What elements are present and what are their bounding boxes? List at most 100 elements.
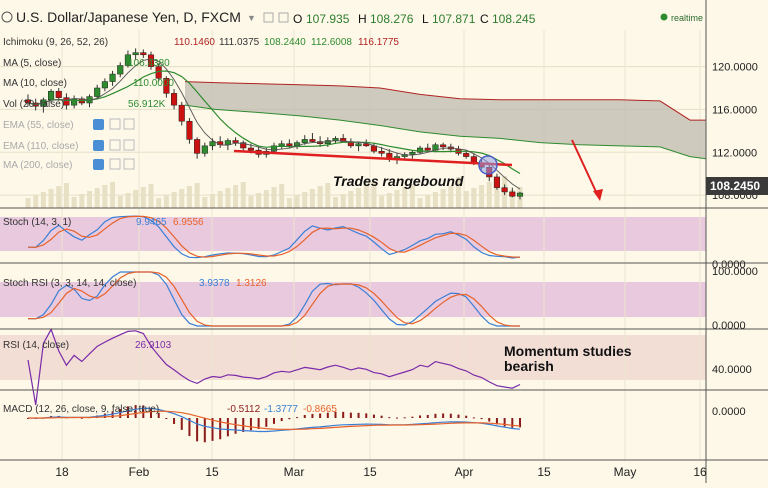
macd-histogram-bar <box>303 415 306 418</box>
momentum-annotation-line2: bearish <box>504 358 554 374</box>
settings-icon[interactable] <box>109 158 121 170</box>
bearish-candle <box>509 191 516 197</box>
legend-ma5-value: 106.4380 <box>128 58 170 69</box>
time-tick-label: 15 <box>205 465 219 479</box>
macd-histogram-bar <box>480 418 483 420</box>
eye-icon[interactable] <box>93 140 104 151</box>
ma5-line <box>27 58 521 190</box>
volume-bar <box>379 196 385 208</box>
legend-ma200[interactable]: MA (200, close) <box>3 160 72 171</box>
macd-histogram-bar <box>342 411 345 418</box>
macd-histogram-bar <box>426 414 429 418</box>
volume-bar <box>456 177 461 208</box>
macd-histogram-bar <box>234 418 237 434</box>
volume-bar <box>225 188 231 208</box>
macd-histogram-bar <box>503 418 506 427</box>
bullish-candle <box>278 143 285 147</box>
settings-icon[interactable] <box>109 118 121 130</box>
symbol-dropdown-icon[interactable]: ▼ <box>247 13 256 23</box>
settings-icon[interactable] <box>109 139 121 151</box>
time-tick-label: Feb <box>129 465 150 479</box>
legend-ichimoku-value-4: 112.6008 <box>311 37 352 48</box>
stoch-label[interactable]: Stoch (14, 3, 1) <box>3 217 71 228</box>
bullish-candle <box>417 147 424 153</box>
volume-bar <box>471 188 477 208</box>
close-icon[interactable] <box>123 158 135 170</box>
macd-label[interactable]: MACD (12, 26, close, 9, false, true) <box>3 404 159 415</box>
macd-histogram-bar <box>465 415 468 418</box>
macd-histogram-bar <box>273 418 275 424</box>
macd-hist-value: -0.5112 <box>227 404 261 415</box>
volume-bar <box>309 189 315 208</box>
legend-ichimoku-value-1: 110.1460 <box>174 37 215 48</box>
stoch-k-line <box>27 215 521 259</box>
legend-ichimoku[interactable]: Ichimoku (9, 26, 52, 26) <box>3 37 108 48</box>
stoch-axis-label: 0.0000 <box>712 259 746 271</box>
legend-ichimoku-value-5: 116.1775 <box>358 37 399 48</box>
legend-ema110[interactable]: EMA (110, close) <box>3 141 78 152</box>
bullish-candle <box>409 152 416 155</box>
bearish-candle <box>463 153 470 157</box>
legend-ma5[interactable]: MA (5, close) <box>3 58 61 69</box>
bullish-candle <box>332 138 339 141</box>
volume-bar <box>402 187 408 208</box>
macd-histogram-bar <box>388 417 391 419</box>
stochrsi-label[interactable]: Stoch RSI (3, 3, 14, 14, close) <box>3 278 136 289</box>
price-tick-label: 112.0000 <box>712 147 757 159</box>
volume-bar <box>417 198 423 208</box>
macd-histogram-bar <box>180 418 183 430</box>
macd-histogram-bar <box>403 417 406 419</box>
bullish-candle <box>224 140 231 146</box>
bearish-candle <box>501 187 508 193</box>
volume-bar <box>363 185 369 208</box>
ohlc-low-value: 107.871 <box>432 12 476 26</box>
volume-bar <box>325 183 331 208</box>
volume-bar <box>56 186 62 208</box>
volume-bar <box>140 187 146 208</box>
legend-volume[interactable]: Vol (20, false) <box>3 99 64 110</box>
macd-histogram-bar <box>296 417 299 419</box>
eye-icon[interactable] <box>93 159 104 170</box>
senkou-span-a-line <box>184 104 707 160</box>
macd-histogram-bar <box>157 412 160 418</box>
volume-bar <box>179 189 185 208</box>
stoch-d-line <box>27 215 521 258</box>
macd-histogram-bar <box>319 413 322 418</box>
bearish-arrow-head <box>593 189 603 201</box>
bullish-candle <box>101 81 108 89</box>
macd-histogram-bar <box>511 418 514 428</box>
volume-bar <box>279 184 285 208</box>
bearish-candle <box>493 176 500 188</box>
bullish-candle <box>201 145 208 154</box>
legend-ema55[interactable]: EMA (55, close) <box>3 120 74 131</box>
bullish-candle <box>124 54 131 66</box>
macd-histogram-bar <box>203 418 206 443</box>
rsi-axis-label: 40.0000 <box>712 364 752 376</box>
rsi-value: 26.9103 <box>135 340 172 351</box>
macd-histogram-bar <box>134 405 137 418</box>
bullish-candle <box>270 145 278 152</box>
bullish-candle <box>401 154 408 157</box>
volume-bar <box>240 182 246 208</box>
bearish-candle <box>247 147 254 151</box>
symbol-title: U.S. Dollar/Japanese Yen, D, FXCM <box>16 9 241 25</box>
rsi-label[interactable]: RSI (14, close) <box>3 340 69 351</box>
volume-bar <box>494 179 500 208</box>
settings-icon[interactable] <box>278 12 289 23</box>
legend-ma10[interactable]: MA (10, close) <box>3 78 67 89</box>
senkou-span-b-line <box>184 81 706 121</box>
close-icon[interactable] <box>123 118 135 130</box>
eye-icon[interactable] <box>93 119 104 130</box>
macd-histogram-bar <box>519 418 521 428</box>
close-icon[interactable] <box>123 139 135 151</box>
legend-ichimoku-value-2: 111.0375 <box>219 37 260 48</box>
bullish-candle <box>132 52 139 56</box>
volume-bar <box>217 191 223 208</box>
symbol-toggle-icon[interactable] <box>1 11 13 23</box>
eye-icon[interactable] <box>263 12 274 23</box>
volume-bar <box>248 196 254 208</box>
legend-ma10-value: 110.0000 <box>133 78 174 89</box>
rangebound-annotation: Trades rangebound <box>333 173 464 189</box>
